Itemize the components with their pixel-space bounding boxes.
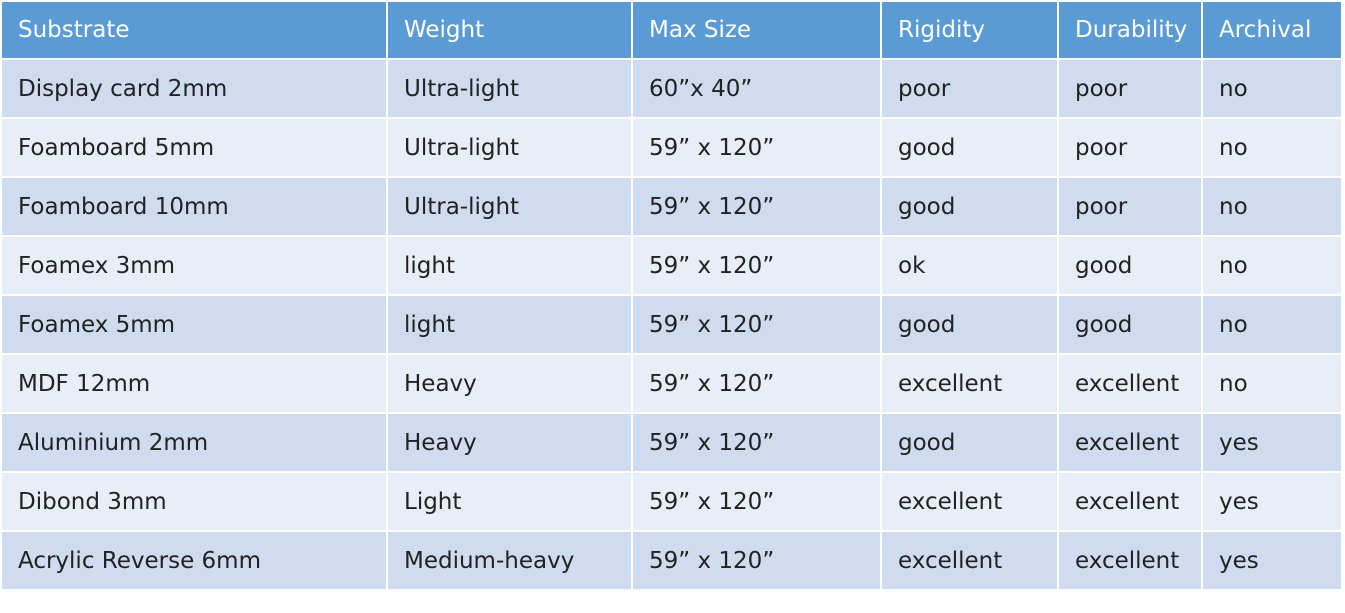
table-cell: good <box>1057 235 1203 296</box>
table-cell: Ultra-light <box>386 117 633 178</box>
table-cell: no <box>1201 58 1343 119</box>
table-row: Aluminium 2mm Heavy 59” x 120” good excellen… <box>0 412 1343 473</box>
table-cell: Ultra-light <box>386 176 633 237</box>
table-row: Foamboard 10mm Ultra-light 59” x 120” good p… <box>0 176 1343 237</box>
table-cell: excellent <box>880 471 1059 532</box>
table-cell: no <box>1201 117 1343 178</box>
header-cell: Archival <box>1201 0 1343 60</box>
table-cell: 59” x 120” <box>631 117 882 178</box>
table-row: Foamboard 5mm Ultra-light 59” x 120” good po… <box>0 117 1343 178</box>
table-cell: Foamex 3mm <box>0 235 388 296</box>
table-cell: ok <box>880 235 1059 296</box>
header-cell: Durability <box>1057 0 1203 60</box>
table-cell: excellent <box>1057 412 1203 473</box>
table-cell: Foamboard 10mm <box>0 176 388 237</box>
table-row: Dibond 3mm Light 59” x 120” excellent excell… <box>0 471 1343 532</box>
table-cell: no <box>1201 176 1343 237</box>
table-cell: no <box>1201 353 1343 414</box>
table-cell: 59” x 120” <box>631 353 882 414</box>
table-cell: 59” x 120” <box>631 235 882 296</box>
table-cell: Light <box>386 471 633 532</box>
table-cell: yes <box>1201 412 1343 473</box>
table-cell: Foamex 5mm <box>0 294 388 355</box>
table-cell: yes <box>1201 471 1343 532</box>
table-cell: excellent <box>1057 353 1203 414</box>
table-cell: 59” x 120” <box>631 412 882 473</box>
table-cell: light <box>386 235 633 296</box>
table-cell: poor <box>1057 58 1203 119</box>
table-cell: Display card 2mm <box>0 58 388 119</box>
table-cell: good <box>1057 294 1203 355</box>
table-cell: Medium-heavy <box>386 530 633 591</box>
table-cell: excellent <box>880 530 1059 591</box>
table-row: MDF 12mm Heavy 59” x 120” excellent excellen… <box>0 353 1343 414</box>
table-cell: good <box>880 294 1059 355</box>
table-cell: Foamboard 5mm <box>0 117 388 178</box>
table-row: Display card 2mm Ultra-light 60”x 40” poor p… <box>0 58 1343 119</box>
table-row: Foamex 3mm light 59” x 120” ok good no <box>0 235 1343 296</box>
table-cell: poor <box>880 58 1059 119</box>
table-cell: good <box>880 117 1059 178</box>
table-cell: 59” x 120” <box>631 530 882 591</box>
table-row: Foamex 5mm light 59” x 120” good good no <box>0 294 1343 355</box>
table-cell: 59” x 120” <box>631 176 882 237</box>
header-row: Substrate Weight Max Size Rigidity Durabilit… <box>0 0 1343 60</box>
table-cell: yes <box>1201 530 1343 591</box>
table-cell: Ultra-light <box>386 58 633 119</box>
table-cell: light <box>386 294 633 355</box>
table-cell: 59” x 120” <box>631 471 882 532</box>
table-cell: excellent <box>1057 471 1203 532</box>
table-row: Acrylic Reverse 6mm Medium-heavy 59” x 120… <box>0 530 1343 591</box>
substrate-table: Substrate Weight Max Size Rigidity Durabilit… <box>0 0 1343 591</box>
table-cell: MDF 12mm <box>0 353 388 414</box>
table-cell: Dibond 3mm <box>0 471 388 532</box>
table-cell: Heavy <box>386 353 633 414</box>
table-cell: good <box>880 412 1059 473</box>
table-cell: Aluminium 2mm <box>0 412 388 473</box>
header-cell: Substrate <box>0 0 388 60</box>
table-cell: Heavy <box>386 412 633 473</box>
table-cell: no <box>1201 294 1343 355</box>
table-cell: excellent <box>880 353 1059 414</box>
table-cell: 60”x 40” <box>631 58 882 119</box>
table-cell: no <box>1201 235 1343 296</box>
table-header: Substrate Weight Max Size Rigidity Durabilit… <box>0 0 1343 60</box>
header-cell: Weight <box>386 0 633 60</box>
table-cell: excellent <box>1057 530 1203 591</box>
table-cell: Acrylic Reverse 6mm <box>0 530 388 591</box>
table-cell: 59” x 120” <box>631 294 882 355</box>
header-cell: Rigidity <box>880 0 1059 60</box>
header-cell: Max Size <box>631 0 882 60</box>
table-cell: poor <box>1057 117 1203 178</box>
table-body: Display card 2mm Ultra-light 60”x 40” poor p… <box>0 58 1343 591</box>
table-cell: good <box>880 176 1059 237</box>
table-cell: poor <box>1057 176 1203 237</box>
